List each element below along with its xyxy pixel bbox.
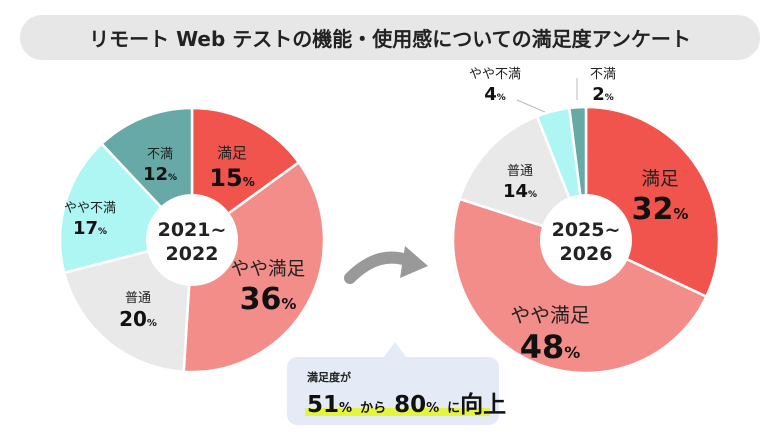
slice-label-satisfied: 満足 — [217, 144, 247, 162]
callout-main: 51% から 80% に向上 — [307, 385, 506, 419]
slice-label-somewhat-satisfied: やや満足 — [231, 259, 305, 280]
page-title: リモート Web テストの機能・使用感についての満足度アンケート — [20, 15, 760, 60]
center-label: 2021~ — [158, 219, 227, 241]
to-unit: % — [426, 401, 440, 416]
slice-label-somewhat-dissatisfied: やや不満 — [64, 201, 116, 216]
leader-line — [516, 99, 546, 113]
donut-hole — [540, 194, 632, 286]
arrow-head — [400, 246, 428, 278]
center-label: 2022 — [166, 243, 219, 265]
slice-label-dissatisfied: 不満 — [590, 67, 616, 82]
from-unit: % — [339, 401, 353, 416]
center-label: 2025~ — [552, 219, 621, 241]
slice-label-neutral: 普通 — [507, 164, 533, 179]
center-label: 2026 — [560, 243, 613, 265]
to-value: 80 — [394, 392, 427, 418]
slice-label-satisfied: 満足 — [641, 169, 678, 190]
slice-somewhat-satisfied — [451, 197, 709, 375]
callout-box: 満足度が 51% から 80% に向上 — [287, 357, 506, 425]
kara-text: から — [360, 401, 387, 416]
highlight-bar — [305, 408, 490, 416]
ni-text: に — [447, 401, 461, 416]
slice-value-somewhat-dissatisfied: 4% — [484, 84, 506, 105]
slice-label-somewhat-satisfied: やや満足 — [510, 304, 589, 327]
slice-label-dissatisfied: 不満 — [147, 147, 173, 162]
donut-hole — [146, 194, 238, 286]
callout-pointer — [383, 342, 407, 358]
result-text: 向上 — [460, 392, 507, 418]
slice-value-dissatisfied: 2% — [592, 84, 614, 105]
slice-label-neutral: 普通 — [125, 291, 151, 306]
slice-somewhat-satisfied — [182, 160, 326, 374]
from-value: 51 — [307, 392, 340, 418]
callout-subtitle: 満足度が — [307, 371, 351, 384]
slice-label-somewhat-dissatisfied: やや不満 — [469, 67, 521, 82]
